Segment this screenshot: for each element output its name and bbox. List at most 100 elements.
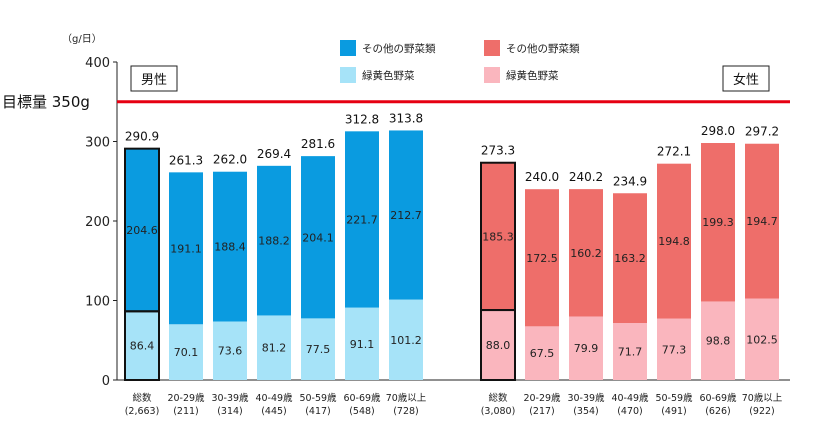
female-bar-green-3 (613, 322, 647, 380)
female-bar-other-3 (613, 193, 647, 323)
male-category-n-4: (417) (305, 406, 331, 417)
male-bar-other-2 (213, 171, 247, 322)
male-bar-other-3 (257, 165, 291, 316)
y-tick-label: 300 (85, 136, 110, 151)
male-other-value-1: 191.1 (170, 242, 202, 255)
male-bar-other-4 (301, 156, 335, 319)
female-category-label-4: 50-59歳 (655, 392, 693, 404)
female-other-value-6: 194.7 (746, 215, 778, 228)
male-bar-other-5 (345, 131, 379, 308)
male-green-value-4: 77.5 (306, 343, 331, 356)
male-total-value-3: 269.4 (257, 147, 291, 161)
male-other-value-3: 188.2 (258, 235, 290, 248)
male-green-value-2: 73.6 (218, 345, 243, 358)
male-other-value-4: 204.1 (302, 231, 334, 244)
male-other-value-5: 221.7 (346, 213, 378, 226)
male-green-value-1: 70.1 (174, 346, 199, 359)
legend-male-other-label: その他の野菜類 (362, 42, 436, 55)
female-green-value-6: 102.5 (746, 333, 778, 346)
male-category-n-2: (314) (217, 406, 243, 417)
male-group-box (130, 65, 178, 92)
female-bar-other-1 (525, 189, 559, 327)
male-bar-green-outline-0 (124, 310, 160, 382)
female-category-n-2: (354) (573, 406, 599, 417)
male-bar-other-6 (389, 130, 423, 300)
female-green-value-4: 77.3 (662, 343, 687, 356)
male-bar-other-0 (125, 148, 159, 312)
male-category-label-2: 30-39歳 (211, 392, 249, 404)
female-green-value-0: 88.0 (486, 339, 511, 352)
female-bar-other-0 (481, 162, 515, 311)
male-green-value-6: 101.2 (390, 334, 422, 347)
female-other-value-0: 185.3 (482, 230, 514, 243)
male-total-value-6: 313.8 (389, 111, 423, 125)
male-category-n-5: (548) (349, 406, 375, 417)
female-other-value-4: 194.8 (658, 235, 690, 248)
male-bar-green-4 (301, 318, 335, 380)
legend-female-other-label: その他の野菜類 (506, 42, 580, 55)
female-group-label: 女性 (733, 72, 759, 88)
female-other-value-3: 163.2 (614, 252, 646, 265)
female-green-value-1: 67.5 (530, 347, 555, 360)
male-category-label-1: 20-29歳 (167, 392, 205, 404)
female-other-value-1: 172.5 (526, 252, 558, 265)
female-bar-other-4 (657, 163, 691, 319)
female-total-value-2: 240.2 (569, 170, 603, 184)
male-green-value-5: 91.1 (350, 338, 375, 351)
male-category-label-4: 50-59歳 (299, 392, 337, 404)
female-category-n-1: (217) (529, 406, 555, 417)
male-category-n-1: (211) (173, 406, 199, 417)
female-green-value-2: 79.9 (574, 342, 599, 355)
female-total-value-5: 298.0 (701, 124, 735, 138)
female-category-n-0: (3,080) (481, 406, 516, 417)
female-category-label-2: 30-39歳 (567, 392, 605, 404)
male-bar-green-1 (169, 324, 203, 380)
legend-female-other-swatch (484, 40, 500, 56)
female-category-n-3: (470) (617, 406, 643, 417)
female-bar-green-1 (525, 326, 559, 380)
male-green-value-0: 86.4 (130, 340, 155, 353)
male-category-label-6: 70歳以上 (386, 392, 427, 404)
female-bar-other-2 (569, 189, 603, 317)
male-total-value-1: 261.3 (169, 153, 203, 167)
female-bar-green-outline-0 (480, 309, 516, 382)
male-bar-green-5 (345, 307, 379, 380)
female-other-value-2: 160.2 (570, 247, 602, 260)
male-category-n-0: (2,663) (125, 406, 160, 417)
female-category-label-6: 70歳以上 (742, 392, 783, 404)
female-bar-green-5 (701, 301, 735, 380)
female-total-value-0: 273.3 (481, 144, 515, 158)
female-bar-green-4 (657, 318, 691, 380)
legend-male-other-swatch (340, 40, 356, 56)
male-other-value-0: 204.6 (126, 224, 158, 237)
female-other-value-5: 199.3 (702, 216, 734, 229)
female-total-value-6: 297.2 (745, 125, 779, 139)
female-bar-green-2 (569, 316, 603, 380)
y-tick-label: 0 (102, 374, 110, 389)
female-total-value-3: 234.9 (613, 174, 647, 188)
male-group-label: 男性 (141, 73, 167, 88)
male-category-n-6: (728) (393, 406, 419, 417)
male-other-value-2: 188.4 (214, 241, 246, 254)
female-bar-green-0 (481, 310, 515, 380)
male-category-label-5: 60-69歳 (343, 392, 381, 404)
female-category-label-0: 総数 (488, 392, 508, 404)
y-tick-label: 100 (85, 295, 110, 310)
female-green-value-5: 98.8 (706, 335, 731, 348)
legend-male-green-swatch (340, 67, 356, 83)
female-category-label-5: 60-69歳 (699, 392, 737, 404)
female-bar-other-6 (745, 143, 779, 299)
female-green-value-3: 71.7 (618, 345, 643, 358)
female-category-label-3: 40-49歳 (611, 392, 649, 404)
male-category-label-0: 総数 (132, 392, 152, 404)
female-total-value-1: 240.0 (525, 170, 559, 184)
female-group-box (722, 65, 770, 92)
male-category-label-3: 40-49歳 (255, 392, 293, 404)
female-total-value-4: 272.1 (657, 145, 691, 159)
male-green-value-3: 81.2 (262, 342, 287, 355)
female-category-n-5: (626) (705, 406, 731, 417)
male-total-value-4: 281.6 (301, 137, 335, 151)
female-category-label-1: 20-29歳 (523, 392, 561, 404)
legend-male-green-label: 緑黄色野菜 (362, 69, 415, 82)
